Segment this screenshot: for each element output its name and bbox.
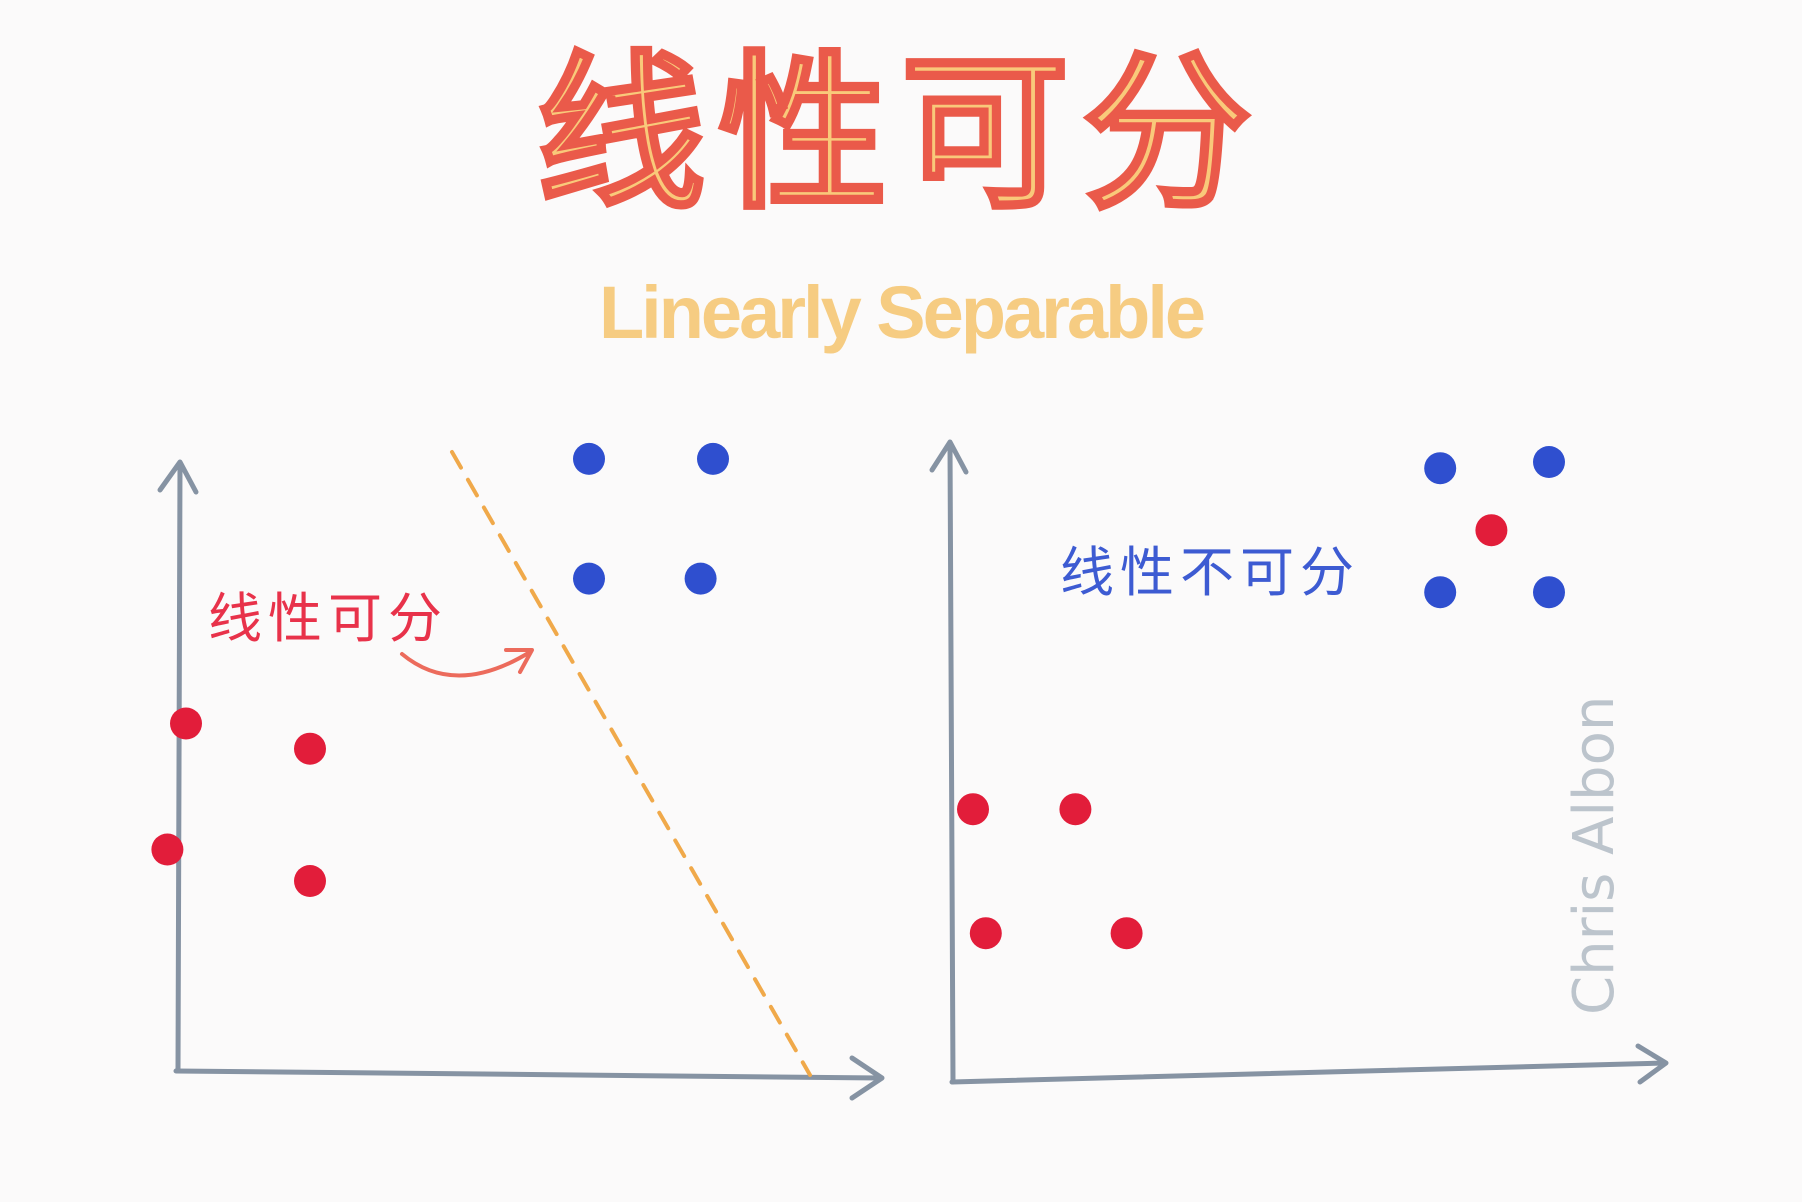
left-blue-point-2	[697, 442, 729, 475]
right-red-point-1	[957, 793, 989, 826]
main-title-english: Linearly Separable	[598, 271, 1206, 354]
linearly-separable-label: 线性可分	[208, 587, 448, 650]
label-pointer-arrow	[400, 650, 532, 678]
left-blue-point-4	[684, 562, 717, 595]
right-x-axis-arrowhead	[1635, 1043, 1669, 1085]
right-red-point-2	[1059, 793, 1092, 826]
right-plot	[929, 439, 1669, 1085]
not-linearly-separable-label: 线性不可分	[1060, 541, 1360, 604]
left-x-axis	[173, 1068, 883, 1081]
left-red-point-2	[294, 732, 326, 765]
right-red-point-5	[1475, 514, 1508, 547]
right-blue-point-4	[1533, 576, 1565, 609]
separating-line	[450, 450, 812, 1077]
left-red-point-4	[294, 865, 326, 897]
left-x-axis-arrowhead	[849, 1055, 885, 1101]
right-red-point-3	[969, 917, 1002, 950]
right-blue-point-1	[1424, 452, 1457, 485]
left-y-axis	[175, 462, 183, 1073]
left-red-point-3	[151, 833, 184, 866]
right-blue-point-2	[1533, 446, 1565, 478]
right-y-axis	[947, 442, 956, 1085]
left-blue-point-3	[573, 562, 605, 595]
left-y-axis-arrowhead	[157, 459, 199, 495]
left-red-point-1	[170, 707, 202, 740]
main-title-chinese: 线性可分	[535, 36, 1265, 232]
author-signature: Chris Albon	[1562, 695, 1627, 1015]
right-blue-point-3	[1424, 576, 1457, 609]
left-plot	[151, 442, 885, 1101]
right-x-axis	[949, 1060, 1667, 1085]
right-red-point-4	[1110, 917, 1143, 950]
right-y-axis-arrowhead	[929, 439, 969, 475]
left-blue-point-1	[573, 442, 605, 475]
label-pointer-arrowhead	[504, 648, 534, 674]
